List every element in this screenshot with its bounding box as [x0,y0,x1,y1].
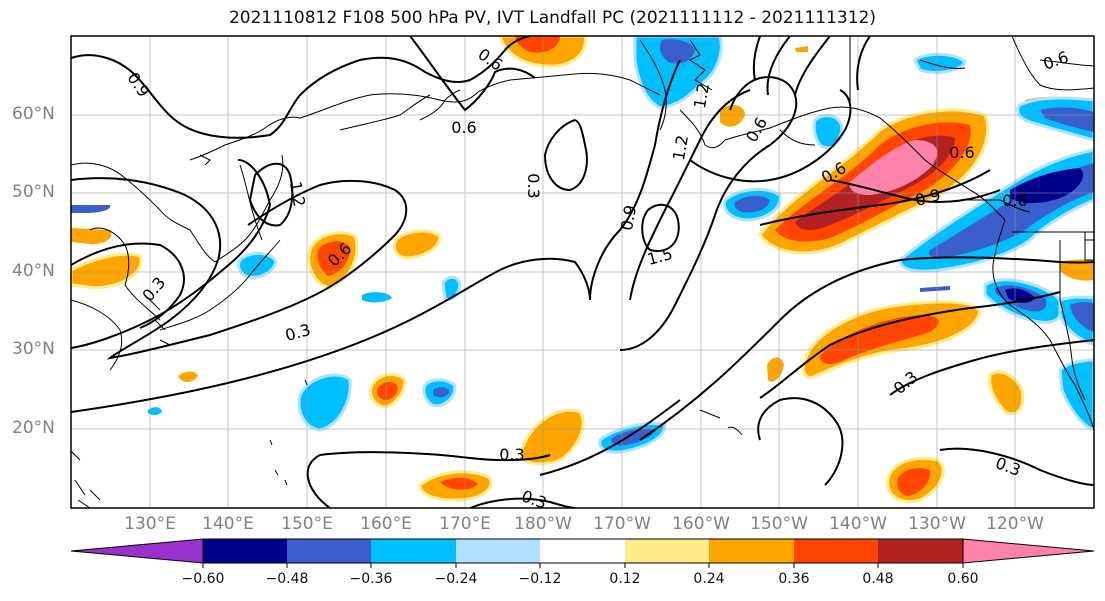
longitude-label: 140°W [829,514,887,534]
contour-label: 0.3 [499,445,524,464]
contour-label: 0.6 [451,118,476,137]
colorbar-tick-label: 0.60 [947,571,979,587]
colorbar-segment [709,539,794,563]
colorbar-segment [456,539,540,563]
colorbar-segment [287,539,371,563]
latitude-label: 50°N [12,182,55,202]
longitude-label: 130°E [124,514,176,534]
positive-anomaly-shading [392,229,442,260]
positive-anomaly-shading [71,228,112,245]
colorbar-tick-label: −0.48 [265,571,309,587]
positive-anomaly-shading [795,46,808,52]
contour-label: 0.9 [123,69,153,101]
longitude-label: 130°W [908,514,966,534]
positive-anomaly-shading [897,468,931,496]
colorbar-frame [202,538,964,564]
positive-anomaly-shading [518,408,585,466]
colorbar-segment [625,539,709,563]
negative-anomaly-shading [812,114,844,150]
colorbar [70,538,1095,568]
contour-label: 0.6 [949,143,974,162]
colorbar-tick-label: −0.12 [518,571,562,587]
negative-anomaly-shading [734,196,770,213]
longitude-label: 170°W [593,514,651,534]
colorbar-extend-low [70,538,204,564]
contour-label: 1.2 [690,82,713,110]
coastlines [71,36,1094,508]
contour-label: 0.3 [138,273,169,305]
negative-anomaly-shading [297,373,352,432]
longitude-label: 150°E [281,514,333,534]
positive-anomaly-shading [377,382,398,400]
contour-label: 0.6 [1041,47,1071,74]
negative-anomaly-shading [148,407,162,416]
contour-label: 1.5 [645,244,675,269]
contour-label: 0.3 [283,320,313,345]
positive-anomaly-shading [767,357,784,382]
negative-anomaly-shading [441,275,462,301]
positive-anomaly-shading [71,252,143,290]
negative-anomaly-shading [1040,107,1094,132]
colorbar-segment [794,539,878,563]
colorbar-tick-label: −0.24 [434,571,478,587]
positive-anomaly-shading [1060,259,1094,281]
contour-label: 1.2 [286,180,309,208]
colorbar-segment [203,539,287,563]
positive-anomaly-shading [988,370,1025,416]
positive-anomaly-shading [820,315,939,364]
positive-anomaly-shading [440,477,478,490]
positive-anomaly-shading [178,371,198,382]
colorbar-tick-label: 0.36 [778,571,810,587]
longitude-label: 120°W [986,514,1044,534]
shading-layer [71,36,1094,503]
contour-label: 0.9 [617,204,640,232]
longitude-label: 160°W [672,514,730,534]
contour-label: 0.3 [524,173,543,198]
longitude-label: 170°E [439,514,491,534]
pv-contours [71,36,1094,508]
latitude-label: 60°N [12,104,55,124]
negative-anomaly-shading [433,387,450,398]
negative-anomaly-shading [1070,302,1094,332]
figure-title: 2021110812 F108 500 hPa PV, IVT Landfall… [228,8,876,28]
contour-label: 0.6 [742,114,771,146]
latitude-label: 20°N [12,418,55,438]
colorbar-tick-label: −0.60 [181,571,225,587]
negative-anomaly-shading [920,286,950,292]
colorbar-tick-label: −0.36 [349,571,393,587]
contour-label: 0.3 [993,453,1023,480]
colorbar-tick-label: 0.12 [609,571,641,587]
colorbar-tick-label: 0.24 [693,571,725,587]
latitude-label: 40°N [12,261,55,281]
latitude-label: 30°N [12,339,55,359]
colorbar-extend-high [962,538,1095,564]
negative-anomaly-shading [362,292,392,303]
longitude-label: 140°E [202,514,254,534]
positive-anomaly-shading [720,105,745,127]
longitude-label: 160°E [360,514,412,534]
contour-label: 0.3 [890,367,922,398]
longitude-label: 150°W [750,514,808,534]
colorbar-segment [878,539,963,563]
colorbar-tick-label: 0.48 [862,571,894,587]
negative-anomaly-shading [1010,168,1084,204]
map-frame [70,35,1095,509]
negative-anomaly-shading [660,39,695,64]
contour-label: 1.2 [669,134,692,162]
negative-anomaly-shading [236,252,278,279]
contour-label: 0.3 [519,486,549,513]
negative-anomaly-shading [913,52,967,74]
positive-anomaly-shading [515,36,560,53]
longitude-label: 180°W [514,514,572,534]
negative-anomaly-shading [71,205,111,213]
positive-anomaly-shading [317,241,350,276]
colorbar-segment [371,539,456,563]
positive-anomaly-shading [849,140,938,195]
negative-anomaly-shading [1058,358,1094,432]
contour-label: 0.6 [1002,191,1027,210]
